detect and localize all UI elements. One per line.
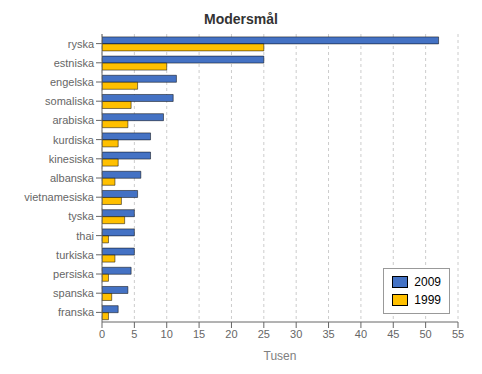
svg-text:10: 10 xyxy=(161,328,173,340)
svg-text:tyska: tyska xyxy=(68,210,95,222)
svg-text:40: 40 xyxy=(355,328,367,340)
svg-text:albanska: albanska xyxy=(50,172,95,184)
svg-text:vietnamesiska: vietnamesiska xyxy=(24,191,95,203)
svg-text:45: 45 xyxy=(387,328,399,340)
svg-text:25: 25 xyxy=(258,328,270,340)
html-text:2009: 2009 xyxy=(414,275,441,289)
svg-text:5: 5 xyxy=(131,328,137,340)
svg-text:arabiska: arabiska xyxy=(52,114,94,126)
svg-text:15: 15 xyxy=(193,328,205,340)
svg-text:0: 0 xyxy=(99,328,105,340)
svg-text:Tusen: Tusen xyxy=(264,349,297,363)
svg-text:30: 30 xyxy=(290,328,302,340)
svg-text:kinesiska: kinesiska xyxy=(49,153,95,165)
svg-text:spanska: spanska xyxy=(53,287,95,299)
svg-text:55: 55 xyxy=(452,328,464,340)
svg-text:persiska: persiska xyxy=(53,268,95,280)
html-text:1999: 1999 xyxy=(414,293,441,307)
svg-text:35: 35 xyxy=(322,328,334,340)
svg-text:thai: thai xyxy=(76,230,94,242)
svg-text:engelska: engelska xyxy=(50,76,95,88)
svg-text:50: 50 xyxy=(420,328,432,340)
svg-text:franska: franska xyxy=(58,306,95,318)
svg-text:turkiska: turkiska xyxy=(56,249,95,261)
svg-text:kurdiska: kurdiska xyxy=(53,134,95,146)
svg-text:ryska: ryska xyxy=(68,38,95,50)
svg-text:somaliska: somaliska xyxy=(45,95,95,107)
svg-text:20: 20 xyxy=(225,328,237,340)
svg-text:estniska: estniska xyxy=(54,57,95,69)
html-text:Modersmål: Modersmål xyxy=(204,11,278,27)
